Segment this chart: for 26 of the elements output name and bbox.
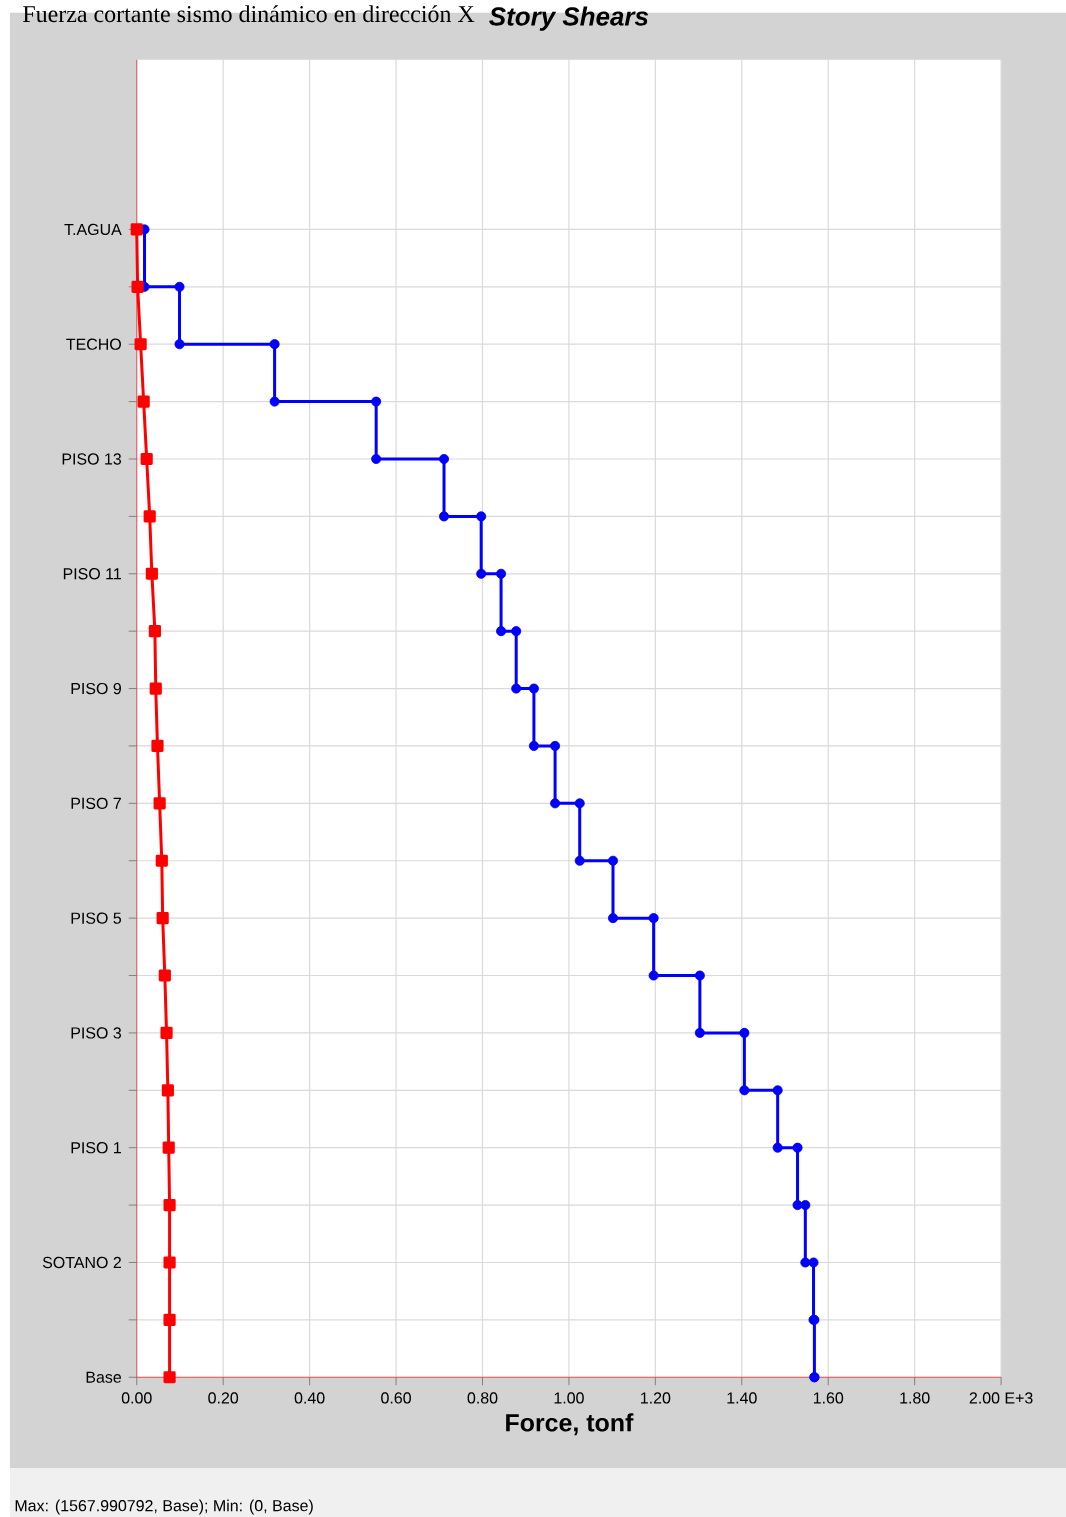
x-tick-label: 0.60 [381,1392,411,1404]
y-tick-label: T.AGUA [64,223,122,236]
x-tick-label: 0.80 [467,1392,498,1404]
y-tick-label: SOTANO 2 [42,1256,121,1269]
y-tick-label: PISO 13 [62,453,122,465]
x-tick-label: 0.40 [294,1392,325,1404]
x-axis-title: Force, tonf [506,1413,634,1436]
y-tick-label: PISO 3 [71,1027,122,1039]
x-tick-label: 1.80 [900,1392,930,1404]
y-tick-label: PISO 1 [71,1142,121,1154]
text: Fuerza cortante sismo dinámico en dirección X [23,5,475,23]
y-tick-label: PISO 11 [63,568,121,580]
x-tick-label: 1.00 [554,1392,584,1404]
x-tick-label: 1.20 [641,1392,671,1404]
x-tick-label: 0.20 [208,1392,239,1404]
x-tick-label: 2.00 E+3 [969,1392,1033,1404]
y-tick-label: PISO 9 [71,682,121,695]
y-tick-label: TECHO [66,338,121,350]
y-tick-label: PISO 5 [71,912,122,924]
chart-title: Story Shears [489,6,649,31]
x-tick-label: 0.00 [121,1392,152,1404]
text: Max: (1567.990792, Base); Min: (0, Base) [15,1499,313,1515]
y-tick-label: Base [86,1371,122,1383]
x-tick-label: 1.60 [813,1392,844,1404]
x-tick-label: 1.40 [727,1392,757,1404]
y-tick-label: PISO 7 [71,797,121,809]
